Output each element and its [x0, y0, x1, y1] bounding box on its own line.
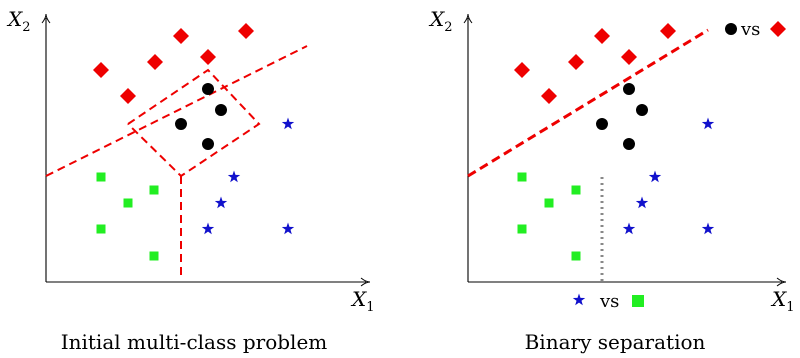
diamond-point: [594, 28, 610, 44]
bottom-legend: vs: [572, 291, 644, 312]
diamond-point: [120, 88, 136, 104]
left-x-arrowhead: [360, 277, 371, 287]
star-point: [635, 196, 649, 209]
square-point: [571, 251, 581, 261]
circle-point: [636, 104, 648, 116]
circle-point: [623, 83, 635, 95]
bottom-legend-square: [632, 295, 644, 307]
square-point: [517, 172, 527, 182]
circle-point: [202, 83, 214, 95]
left-dashed-region: [127, 68, 261, 178]
left-dashed-separator: [45, 45, 308, 177]
star-point: [701, 117, 715, 130]
diamond-point: [200, 49, 216, 65]
star-point: [648, 170, 662, 183]
star-point: [214, 196, 228, 209]
circle-point: [175, 118, 187, 130]
diamond-point: [238, 23, 254, 39]
square-point: [96, 224, 106, 234]
star-point: [281, 222, 295, 235]
left-axes: [41, 13, 371, 287]
circle-point: [215, 104, 227, 116]
square-point: [96, 172, 106, 182]
left-panel: X2 X1 Initial multi-class problem: [6, 7, 375, 354]
circle-point: [202, 138, 214, 150]
top-legend-vs: vs: [740, 19, 760, 40]
left-x-axis-label: X1: [350, 287, 375, 315]
bottom-legend-vs: vs: [599, 291, 619, 312]
diamond-point: [660, 23, 676, 39]
square-point: [149, 185, 159, 195]
right-dashed-separator: [467, 28, 709, 178]
circle-point: [596, 118, 608, 130]
diamond-point: [568, 54, 584, 70]
top-legend: vs: [725, 19, 786, 40]
star-point: [281, 117, 295, 130]
diamond-point: [514, 62, 530, 78]
star-point: [701, 222, 715, 235]
square-point: [571, 185, 581, 195]
diamond-point: [147, 54, 163, 70]
right-points: [514, 23, 715, 261]
left-points: [93, 23, 295, 261]
star-point: [622, 222, 636, 235]
square-point: [544, 198, 554, 208]
diamond-point: [173, 28, 189, 44]
circle-point: [623, 138, 635, 150]
diamond-point: [541, 88, 557, 104]
right-x-axis-label: X1: [770, 287, 795, 315]
right-y-arrowhead: [463, 13, 473, 24]
right-panel: X2 X1 vs vs Binary separation: [428, 7, 795, 354]
right-axes: [463, 13, 787, 287]
top-legend-circle: [725, 23, 737, 35]
diamond-point: [621, 49, 637, 65]
top-legend-diamond: [770, 21, 786, 37]
right-caption: Binary separation: [525, 330, 706, 354]
right-x-arrowhead: [776, 277, 787, 287]
square-point: [149, 251, 159, 261]
right-y-axis-label: X2: [428, 7, 453, 35]
left-caption: Initial multi-class problem: [61, 330, 328, 354]
left-y-arrowhead: [41, 13, 51, 24]
star-point: [201, 222, 215, 235]
star-point: [227, 170, 241, 183]
bottom-legend-star: [572, 293, 586, 306]
left-y-axis-label: X2: [6, 7, 31, 35]
diamond-point: [93, 62, 109, 78]
square-point: [123, 198, 133, 208]
square-point: [517, 224, 527, 234]
